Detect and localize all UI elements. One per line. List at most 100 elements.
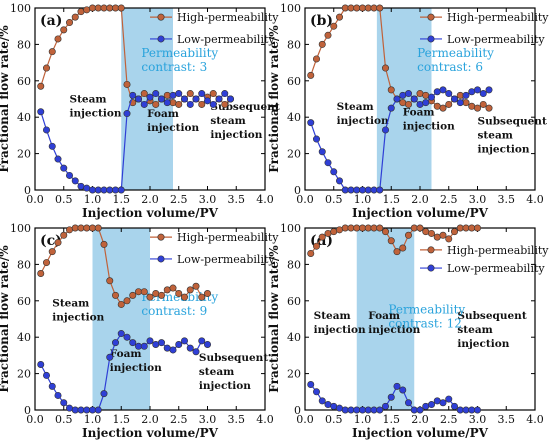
data-point — [422, 91, 430, 99]
data-point — [462, 91, 470, 99]
data-point — [387, 104, 395, 112]
data-point — [433, 233, 441, 241]
phase-label: Steam injection — [70, 94, 122, 120]
y-tick-label: 0 — [294, 404, 301, 417]
data-point — [335, 404, 343, 412]
data-point — [312, 388, 320, 396]
data-point — [77, 406, 85, 414]
data-point — [129, 91, 137, 99]
permeability-contrast-label: Permeability contrast: 6 — [417, 46, 494, 74]
phase-label-line: Foam — [368, 310, 400, 322]
data-point — [42, 64, 50, 72]
data-point — [192, 95, 200, 103]
data-point — [462, 224, 470, 232]
data-point — [204, 340, 212, 348]
phase-label-line: injection — [457, 338, 509, 350]
data-point — [94, 4, 102, 12]
x-tick-label: 3.0 — [199, 193, 217, 206]
x-tick-label: 2.5 — [170, 413, 188, 426]
data-point — [146, 93, 154, 101]
data-point — [48, 248, 56, 256]
legend-marker — [157, 233, 165, 241]
data-point — [330, 228, 338, 236]
data-point — [42, 259, 50, 267]
data-point — [450, 228, 458, 236]
x-tick-label: 0.0 — [296, 193, 314, 206]
data-point — [370, 186, 378, 194]
chart-panel: 0.0 0.5 1.0 1.5 2.0 2.5 3.0 3.5 4.0 0 20 40 60 80 100 I… — [267, 2, 549, 220]
y-tick-label: 80 — [287, 258, 301, 271]
data-point — [135, 342, 143, 350]
permeability-contrast-label: Permeability contrast: 3 — [141, 46, 218, 74]
y-tick-label: 80 — [287, 38, 301, 51]
data-point — [376, 4, 384, 12]
data-point — [393, 95, 401, 103]
data-point — [485, 86, 493, 94]
data-point — [353, 224, 361, 232]
data-point — [129, 291, 137, 299]
data-point — [353, 406, 361, 414]
data-point — [186, 344, 194, 352]
data-point — [393, 248, 401, 256]
data-point — [433, 102, 441, 110]
legend-marker — [427, 35, 435, 43]
phase-label-line: injection — [337, 115, 389, 127]
phase-label-line: steam — [199, 366, 234, 378]
data-point — [450, 402, 458, 410]
data-point — [347, 186, 355, 194]
data-point — [404, 231, 412, 239]
data-point — [60, 399, 68, 407]
phase-label-line: injection — [314, 324, 366, 336]
data-point — [89, 224, 97, 232]
data-point — [324, 159, 332, 167]
data-point — [324, 401, 332, 409]
data-point — [416, 100, 424, 108]
data-point — [473, 224, 481, 232]
legend-marker — [157, 35, 165, 43]
y-tick-label: 0 — [24, 404, 31, 417]
data-point — [175, 100, 183, 108]
data-point — [181, 337, 189, 345]
data-point — [152, 340, 160, 348]
x-tick-label: 0.5 — [55, 413, 73, 426]
data-point — [198, 293, 206, 301]
data-point — [117, 300, 125, 308]
data-point — [100, 240, 108, 248]
x-tick-label: 1.0 — [84, 193, 102, 206]
data-point — [468, 88, 476, 96]
data-point — [83, 406, 91, 414]
x-axis-label: Injection volume/PV — [352, 426, 489, 440]
data-point — [387, 86, 395, 94]
x-tick-label: 2.0 — [411, 413, 429, 426]
legend-marker — [427, 13, 435, 21]
data-point — [427, 401, 435, 409]
y-axis-label: Fractional flow rate/% — [0, 245, 11, 393]
data-point — [318, 397, 326, 405]
data-point — [450, 95, 458, 103]
data-point — [112, 186, 120, 194]
data-point — [404, 90, 412, 98]
data-point — [456, 91, 464, 99]
data-point — [324, 229, 332, 237]
x-axis-label: Injection volume/PV — [82, 206, 219, 220]
panel-label: (b) — [310, 13, 333, 29]
data-point — [364, 186, 372, 194]
permeability-contrast-line: contrast: 6 — [417, 60, 483, 74]
data-point — [198, 337, 206, 345]
phase-label: Foam injection — [403, 106, 455, 132]
data-point — [100, 4, 108, 12]
data-point — [71, 224, 79, 232]
data-point — [169, 346, 177, 354]
data-point — [83, 6, 91, 14]
permeability-contrast-line: Permeability — [417, 46, 494, 60]
data-point — [89, 186, 97, 194]
data-point — [439, 399, 447, 407]
data-point — [307, 119, 315, 127]
data-point — [140, 342, 148, 350]
phase-label-line: steam — [478, 129, 513, 141]
x-tick-label: 0.5 — [55, 193, 73, 206]
data-point — [381, 126, 389, 134]
data-point — [181, 95, 189, 103]
data-point — [364, 4, 372, 12]
x-tick-label: 0.5 — [325, 193, 343, 206]
